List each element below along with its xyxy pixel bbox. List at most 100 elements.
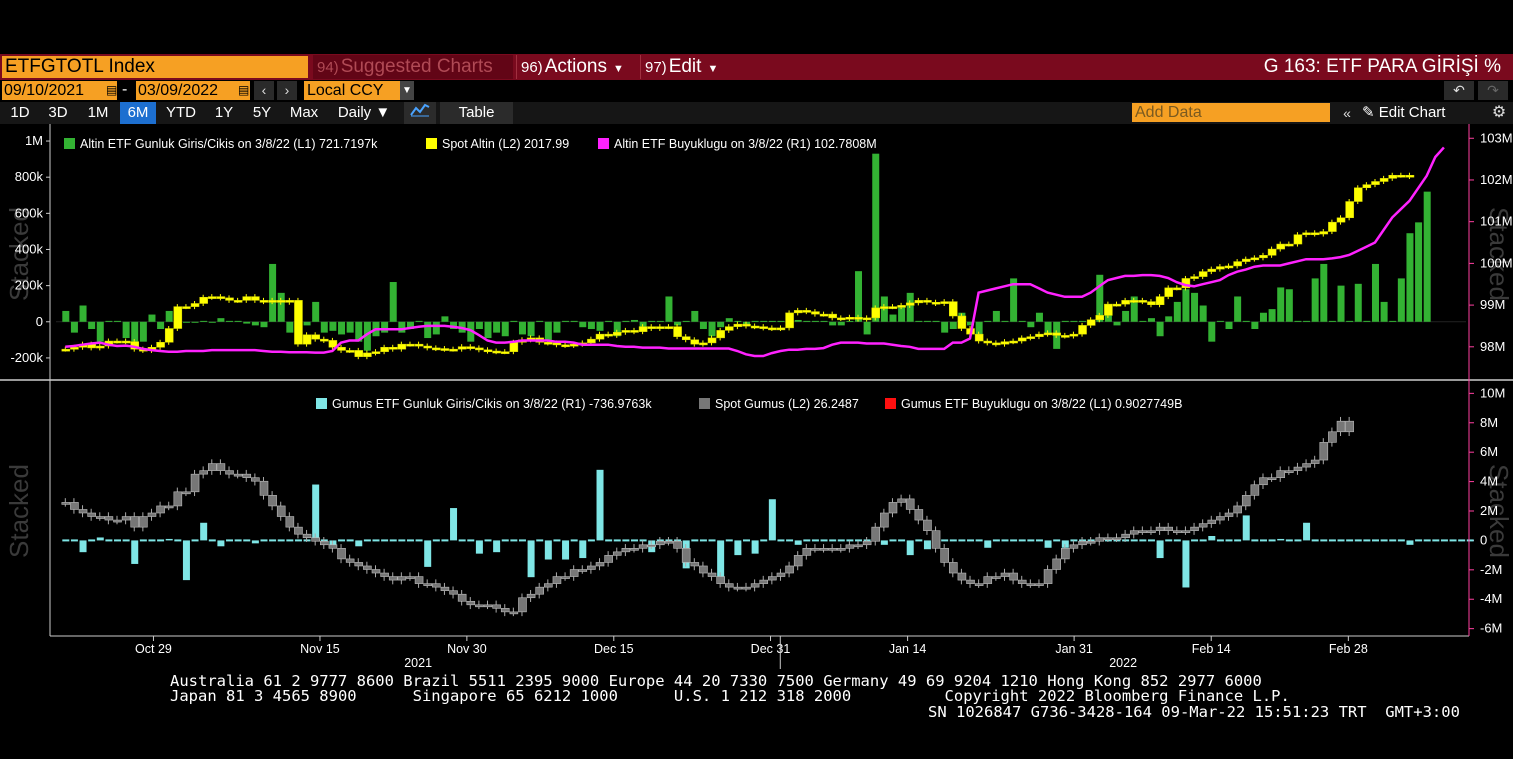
spot-gold-candle bbox=[354, 350, 364, 357]
spot-silver-candle bbox=[1121, 533, 1130, 539]
range-6m-button[interactable]: 6M bbox=[120, 102, 156, 124]
spot-silver-candle bbox=[966, 579, 975, 584]
calendar-icon[interactable]: ▤ bbox=[238, 83, 250, 97]
end-date-input[interactable]: 03/09/2022 bbox=[136, 81, 250, 100]
silver-flow-bar bbox=[1277, 538, 1285, 541]
gold-flow-bar bbox=[1337, 285, 1345, 322]
spot-silver-candle bbox=[1310, 459, 1320, 464]
silver-flow-bar bbox=[484, 539, 492, 542]
calendar-icon[interactable]: ▤ bbox=[106, 83, 118, 97]
spot-gold-candle bbox=[1293, 234, 1303, 245]
frequency-select[interactable]: Daily ▼ bbox=[330, 102, 398, 124]
silver-flow-bar bbox=[1466, 539, 1474, 542]
next-period-button[interactable]: › bbox=[277, 81, 297, 100]
range-5y-button[interactable]: 5Y bbox=[252, 104, 272, 121]
spot-silver-candle bbox=[216, 463, 226, 471]
silver-flow-bar bbox=[1147, 539, 1155, 542]
spot-silver-candle bbox=[854, 544, 863, 548]
gold-flow-bar bbox=[794, 319, 802, 322]
silver-flow-bar bbox=[811, 539, 819, 542]
spot-silver-candle bbox=[776, 572, 786, 577]
silver-flow-bar bbox=[1208, 536, 1216, 541]
spot-gold-candle bbox=[1267, 248, 1277, 256]
spot-silver-candle bbox=[483, 604, 493, 608]
line-chart-icon[interactable] bbox=[404, 102, 436, 124]
gold-flow-bar bbox=[1389, 320, 1397, 322]
range-1m-button[interactable]: 1M bbox=[87, 104, 109, 121]
year-label-2021: 2021 bbox=[404, 656, 432, 669]
legend-label: Gumus ETF Buyuklugu on 3/8/22 (L1) 0.902… bbox=[901, 397, 1182, 411]
add-data-input[interactable]: Add Data bbox=[1132, 103, 1330, 122]
edit-chart-button[interactable]: ✎ Edit Chart bbox=[1362, 102, 1482, 124]
collapse-icon[interactable]: « bbox=[1343, 105, 1351, 121]
prev-period-button[interactable]: ‹ bbox=[254, 81, 274, 100]
ticker-input[interactable]: ETFGTOTL Index bbox=[2, 56, 308, 78]
silver-flow-bar bbox=[372, 539, 380, 542]
silver-flow-bar bbox=[975, 539, 983, 542]
silver-flow-bar bbox=[691, 539, 699, 542]
spot-gold-candle bbox=[1017, 337, 1027, 342]
gold-flow-bar bbox=[493, 321, 501, 333]
suggested-charts-menu[interactable]: 94) Suggested Charts bbox=[313, 55, 513, 79]
spot-gold-candle bbox=[294, 300, 303, 345]
silver-flow-bar bbox=[889, 539, 897, 542]
spot-gold-candle bbox=[1241, 258, 1251, 262]
gold-flow-bar bbox=[734, 320, 742, 322]
silver-flow-bar bbox=[1010, 539, 1018, 542]
spot-gold-candle bbox=[664, 326, 674, 329]
gold-flow-bar bbox=[1311, 278, 1319, 322]
silver-flow-bar bbox=[200, 522, 208, 541]
gear-icon[interactable]: ⚙ bbox=[1491, 104, 1507, 121]
range-1y-button[interactable]: 1Y bbox=[214, 104, 234, 121]
spot-silver-candle bbox=[862, 540, 872, 546]
chevron-down-icon: ▼ bbox=[613, 63, 624, 75]
start-date-input[interactable]: 09/10/2021 bbox=[2, 81, 117, 100]
silver-flow-bar bbox=[1328, 539, 1336, 542]
spot-silver-candle bbox=[457, 593, 467, 602]
spot-gold-candle bbox=[1354, 187, 1363, 202]
spot-silver-candle bbox=[612, 551, 622, 556]
spot-gold-candle bbox=[285, 300, 295, 303]
silver-flow-bar bbox=[1337, 539, 1345, 542]
redo-icon[interactable]: ↷ bbox=[1478, 81, 1508, 100]
gold-flow-bar bbox=[691, 310, 699, 322]
edit-menu[interactable]: 97) Edit ▼ bbox=[640, 55, 733, 79]
spot-gold-candle bbox=[1379, 178, 1389, 182]
spot-gold-candle bbox=[681, 336, 691, 341]
silver-flow-bar bbox=[751, 540, 759, 554]
silver-flow-bar bbox=[260, 539, 268, 542]
footer-line-2: Japan 81 3 4565 8900 Singapore 65 6212 1… bbox=[170, 687, 1290, 705]
range-1d-button[interactable]: 1D bbox=[10, 104, 30, 121]
silver-flow-bar bbox=[734, 540, 742, 556]
gold-flow-bar bbox=[131, 321, 139, 346]
gold-flow-bar bbox=[277, 292, 285, 322]
range-ytd-button[interactable]: YTD bbox=[166, 104, 196, 121]
silver-flow-bar bbox=[1432, 539, 1440, 542]
gold-flow-bar bbox=[1113, 321, 1121, 326]
spot-silver-candle bbox=[836, 548, 846, 551]
spot-silver-candle bbox=[595, 562, 605, 567]
gold-flow-bar bbox=[96, 321, 104, 342]
spot-silver-candle bbox=[1129, 530, 1139, 535]
spot-gold-candle bbox=[173, 306, 183, 329]
range-3d-button[interactable]: 3D bbox=[48, 104, 68, 121]
currency-select[interactable]: Local CCY ▼ bbox=[304, 81, 414, 100]
x-tick-label: Dec 31 bbox=[751, 642, 791, 656]
table-button[interactable]: Table bbox=[440, 102, 513, 124]
spot-gold-candle bbox=[561, 344, 570, 348]
spot-gold-candle bbox=[509, 342, 519, 352]
spot-silver-candle bbox=[587, 565, 596, 570]
spot-gold-candle bbox=[466, 346, 476, 349]
silver-flow-bar bbox=[768, 499, 776, 541]
spot-gold-candle bbox=[837, 317, 846, 321]
spot-gold-candle bbox=[1328, 221, 1337, 232]
undo-icon[interactable]: ↶ bbox=[1444, 81, 1474, 100]
right-tick-label: 10M bbox=[1480, 385, 1505, 400]
spot-silver-candle bbox=[397, 576, 407, 581]
spot-silver-candle bbox=[638, 544, 648, 549]
silver-flow-bar bbox=[579, 540, 587, 559]
actions-menu[interactable]: 96) Actions ▼ bbox=[516, 55, 637, 79]
right-tick-label: 4M bbox=[1480, 474, 1498, 489]
gold-flow-bar bbox=[406, 321, 414, 330]
range-max-button[interactable]: Max bbox=[289, 104, 319, 121]
